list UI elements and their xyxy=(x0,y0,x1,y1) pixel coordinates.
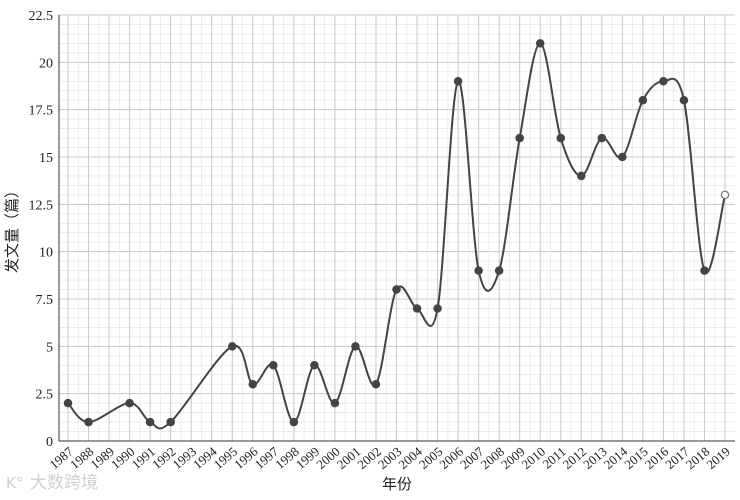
data-point xyxy=(84,417,93,427)
y-tick-label: 7.5 xyxy=(36,293,54,308)
y-tick-label: 12.5 xyxy=(29,198,54,213)
y-tick-label: 10 xyxy=(39,246,53,261)
data-point xyxy=(535,39,545,48)
y-tick-label: 2.5 xyxy=(36,388,54,403)
data-point xyxy=(269,361,278,370)
data-point xyxy=(248,379,258,389)
data-point xyxy=(494,266,504,275)
watermark-icon: K° xyxy=(6,474,23,492)
data-point xyxy=(433,304,442,313)
data-point xyxy=(597,133,607,143)
y-tick-label: 0 xyxy=(46,435,53,450)
y-tick-label: 17.5 xyxy=(29,104,54,119)
data-point xyxy=(638,95,648,105)
x-axis-label: 年份 xyxy=(382,476,412,493)
watermark-logo: 大数跨境 xyxy=(30,473,98,493)
data-point xyxy=(618,152,627,162)
data-point xyxy=(453,77,463,86)
data-point xyxy=(351,342,360,351)
y-tick-label: 22.5 xyxy=(29,9,54,24)
data-point xyxy=(577,171,586,181)
data-point xyxy=(392,285,401,294)
data-point xyxy=(145,417,155,427)
y-tick-label: 15 xyxy=(39,151,53,166)
svg-text:K°: K° xyxy=(6,474,23,492)
x-axis-ticks: 1987198819891990199119921993199419951996… xyxy=(46,443,733,472)
x-tick-label: 2019 xyxy=(703,444,733,472)
data-point xyxy=(679,95,689,105)
y-axis-label: 发文量（篇） xyxy=(3,183,21,273)
data-point xyxy=(166,417,175,427)
data-point xyxy=(720,190,730,200)
data-point xyxy=(556,133,566,143)
data-point xyxy=(371,379,381,389)
data-point xyxy=(125,398,134,408)
series-line xyxy=(67,42,726,430)
grid xyxy=(58,14,735,442)
data-point xyxy=(474,266,483,275)
data-point xyxy=(700,266,709,275)
data-point xyxy=(330,398,340,408)
y-axis-ticks: 0 2.5 5 7.5 10 12.5 15 17.5 20 22.5 xyxy=(29,9,54,450)
data-point xyxy=(515,133,524,143)
data-point xyxy=(227,342,237,351)
y-tick-label: 5 xyxy=(46,340,53,355)
data-point xyxy=(659,77,668,86)
data-point xyxy=(412,304,422,313)
data-point xyxy=(289,417,299,427)
data-point xyxy=(63,398,73,408)
data-point xyxy=(310,361,319,370)
y-tick-label: 20 xyxy=(39,56,53,71)
series xyxy=(63,39,730,430)
